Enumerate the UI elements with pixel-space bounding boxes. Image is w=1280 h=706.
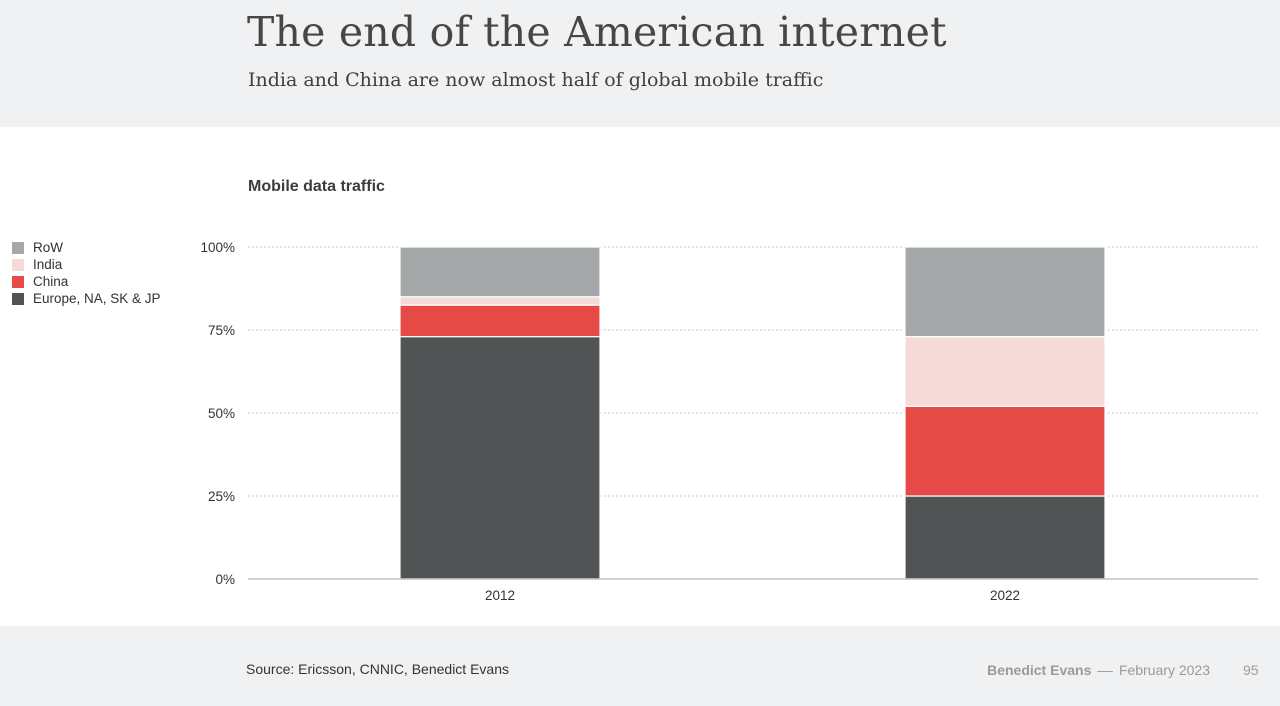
author-name: Benedict Evans [987, 662, 1092, 678]
page-number: 95 [1243, 662, 1259, 678]
bar-segment [904, 336, 1106, 407]
credit-date: February 2023 [1118, 662, 1210, 678]
legend-label-china: China [33, 274, 69, 289]
credit-separator: –– [1097, 662, 1113, 678]
legend-label-europe-na-sk-jp: Europe, NA, SK & JP [33, 291, 161, 306]
credit: Benedict Evans –– February 2023 [987, 662, 1210, 678]
page-subtitle: India and China are now almost half of g… [248, 69, 824, 91]
chart-legend: RoW India China Europe, NA, SK & JP [12, 239, 161, 307]
y-tick-label: 75% [208, 323, 235, 338]
bar-segment [399, 304, 601, 338]
y-tick-label: 25% [208, 489, 235, 504]
source-note: Source: Ericsson, CNNIC, Benedict Evans [246, 661, 509, 677]
slide-header: The end of the American internet India a… [0, 0, 1280, 127]
legend-item-india: India [12, 256, 161, 273]
legend-swatch-india [12, 258, 24, 271]
chart-label: Mobile data traffic [248, 178, 385, 195]
legend-swatch-europe-na-sk-jp [12, 292, 24, 305]
legend-swatch-row [12, 241, 24, 254]
legend-item-europe-na-sk-jp: Europe, NA, SK & JP [12, 290, 161, 307]
bar-segment [904, 495, 1106, 580]
bar-segment [399, 336, 601, 580]
legend-item-row: RoW [12, 239, 161, 256]
bar-segment [904, 405, 1106, 497]
legend-label-india: India [33, 257, 63, 272]
bar-segment [399, 296, 601, 306]
bar-segment [399, 246, 601, 298]
page-title: The end of the American internet [247, 8, 947, 56]
bar-segment [904, 246, 1106, 338]
x-tick-label: 2022 [990, 588, 1020, 603]
slide-footer: Source: Ericsson, CNNIC, Benedict Evans … [0, 626, 1280, 706]
legend-item-china: China [12, 273, 161, 290]
legend-swatch-china [12, 275, 24, 288]
legend-label-row: RoW [33, 240, 63, 255]
y-tick-label: 100% [200, 240, 235, 255]
y-tick-label: 50% [208, 406, 235, 421]
y-tick-label: 0% [215, 572, 235, 587]
x-tick-label: 2012 [485, 588, 515, 603]
